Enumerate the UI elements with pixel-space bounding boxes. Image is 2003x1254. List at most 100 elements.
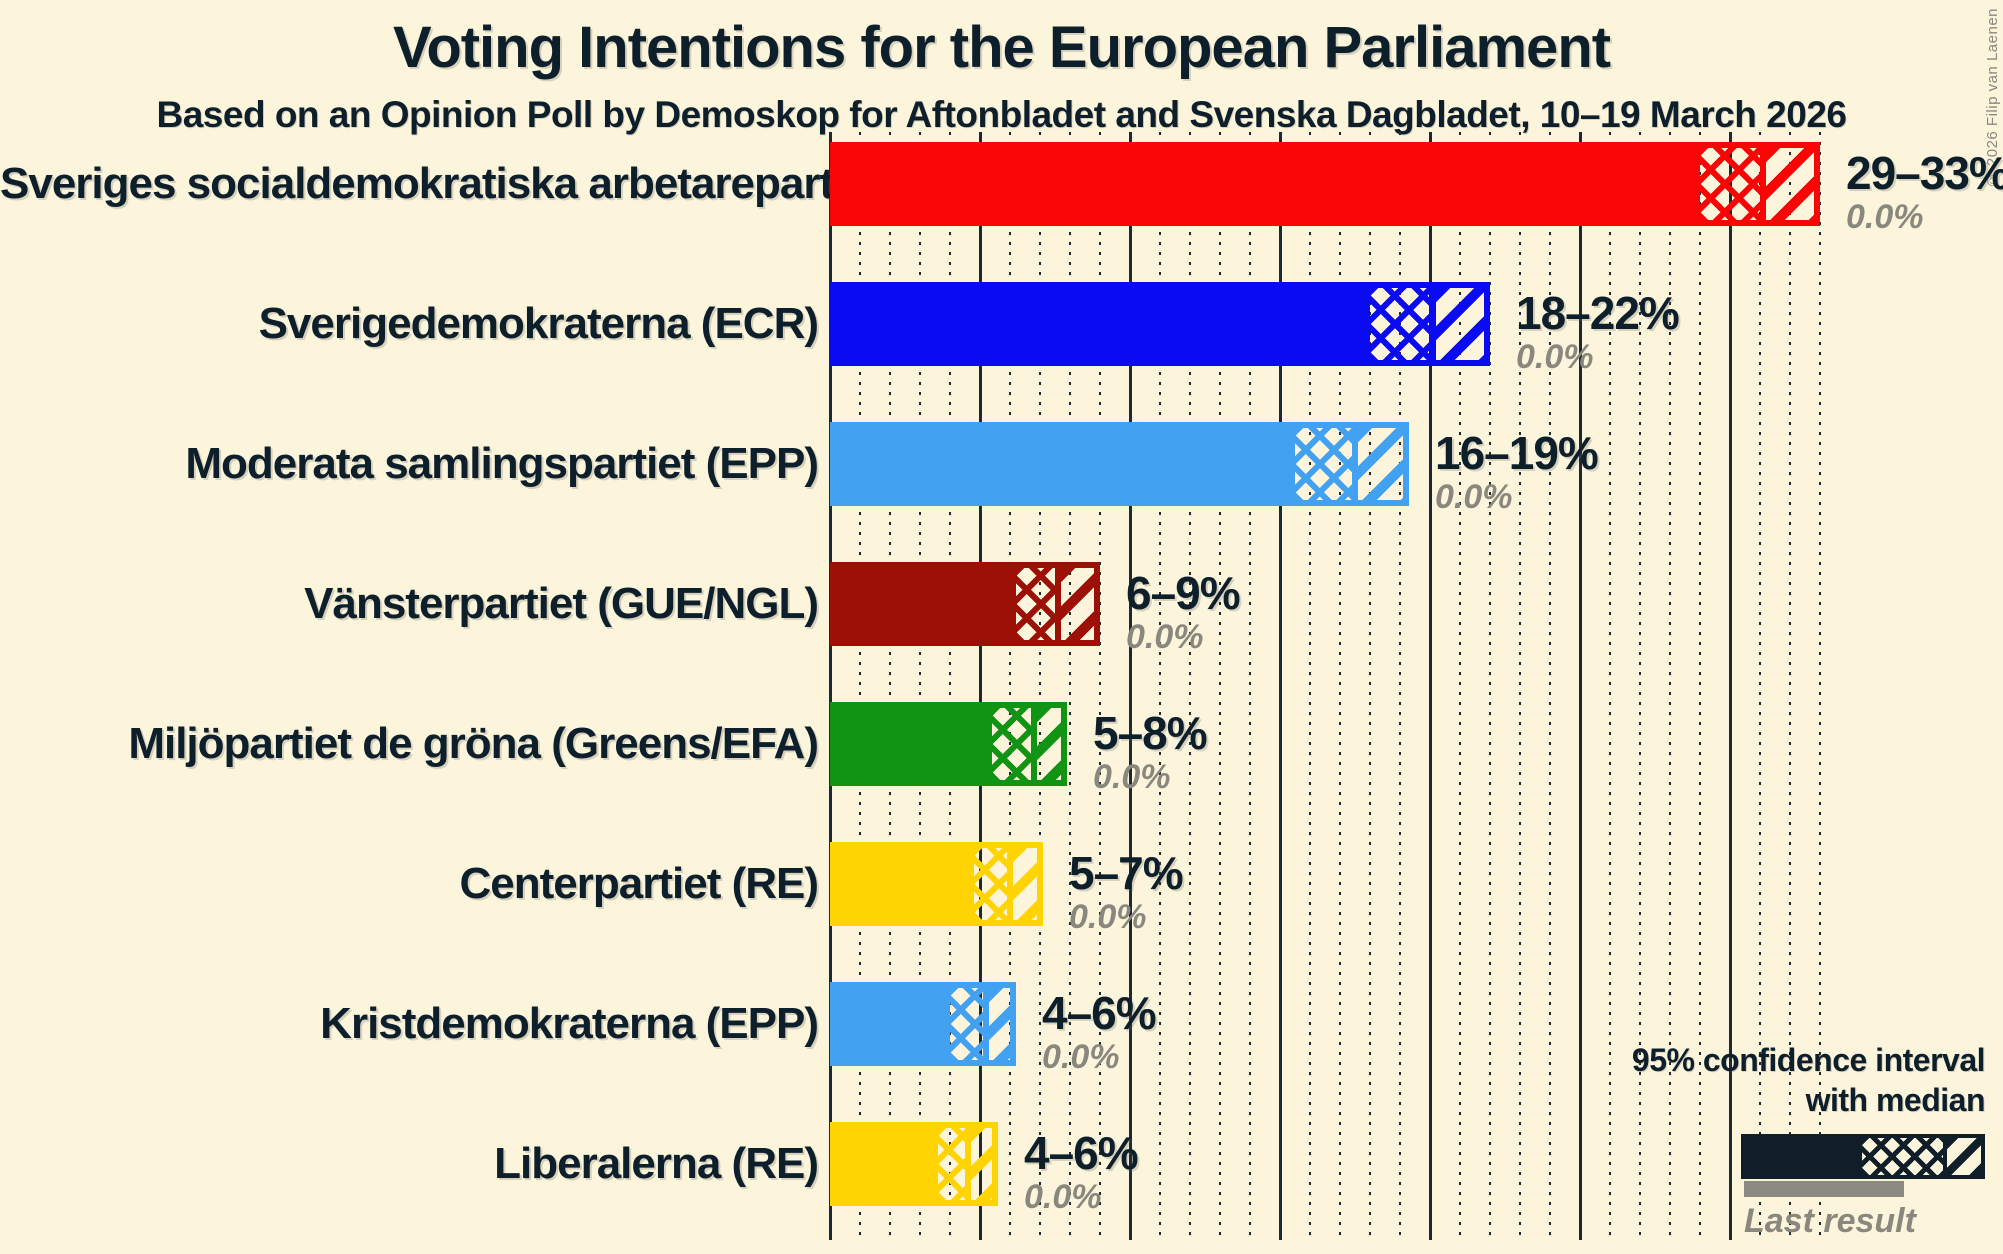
value-block: 6–9% 0.0% [1126, 567, 1241, 656]
value-block: 4–6% 0.0% [1024, 1127, 1139, 1216]
ci-label: 5–7% [1069, 847, 1184, 899]
bar-row: Sveriges socialdemokratiska arbetarepart… [0, 142, 2003, 235]
legend-title-line2: with median [1805, 1082, 1986, 1118]
gridline-minor [1669, 132, 1671, 1240]
bar-diagonal-segment [1352, 422, 1409, 506]
bar-solid-segment [830, 842, 974, 926]
bar-crosshatch-segment [1016, 562, 1055, 646]
gridline-minor [1699, 132, 1701, 1240]
gridline-minor [1069, 132, 1071, 1240]
gridline-minor [1549, 132, 1551, 1240]
legend-diagonal-segment [1943, 1134, 1985, 1179]
bar-solid-segment [830, 422, 1295, 506]
chart-title: Voting Intentions for the European Parli… [392, 15, 1611, 80]
last-result-value: 0.0% [1846, 197, 1924, 236]
bar-crosshatch-segment [938, 1122, 965, 1206]
bar-solid-segment [830, 702, 992, 786]
bar-diagonal-segment [1760, 142, 1820, 226]
bar-row: Kristdemokraterna (EPP) 4–6% 0.0% [0, 982, 2003, 1075]
legend-crosshatch-segment [1862, 1134, 1943, 1179]
ci-label: 6–9% [1126, 567, 1241, 619]
value-block: 4–6% 0.0% [1042, 987, 1157, 1076]
gridline-minor [1099, 132, 1101, 1240]
last-result-value: 0.0% [1042, 1037, 1120, 1076]
bar-diagonal-segment [965, 1122, 998, 1206]
gridline-major [828, 132, 832, 1240]
value-block: 16–19% 0.0% [1435, 427, 1599, 516]
bar [830, 142, 1820, 226]
bar-diagonal-segment [1430, 282, 1490, 366]
bar [830, 282, 1490, 366]
legend-title: 95% confidence interval with median [1631, 1040, 1986, 1120]
bar-row: Centerpartiet (RE) 5–7% 0.0% [0, 842, 2003, 935]
bar-solid-segment [830, 562, 1016, 646]
bar-crosshatch-segment [974, 842, 1007, 926]
party-label: Sverigedemokraterna (ECR) [258, 299, 819, 348]
gridline-minor [1039, 132, 1041, 1240]
party-label: Moderata samlingspartiet (EPP) [185, 439, 819, 488]
ci-label: 29–33% [1846, 147, 2003, 199]
legend-last-result-label: Last result [1744, 1202, 1916, 1240]
bar [830, 1122, 998, 1206]
ci-label: 4–6% [1042, 987, 1157, 1039]
gridline-major [1728, 132, 1732, 1240]
last-result-value: 0.0% [1093, 757, 1171, 796]
gridline-minor [1009, 132, 1011, 1240]
bar-crosshatch-segment [1295, 422, 1352, 506]
bar-row: Moderata samlingspartiet (EPP) 16–19% 0.… [0, 422, 2003, 515]
party-label: Vänsterpartiet (GUE/NGL) [304, 579, 819, 628]
last-result-value: 0.0% [1126, 617, 1204, 656]
bar-diagonal-segment [1055, 562, 1100, 646]
value-block: 18–22% 0.0% [1516, 288, 1680, 376]
gridline-minor [1789, 132, 1791, 1240]
bar-row: Vänsterpartiet (GUE/NGL) 6–9% 0.0% [0, 562, 2003, 655]
gridline-minor [1219, 132, 1221, 1240]
bar [830, 702, 1067, 786]
bar-crosshatch-segment [1700, 142, 1760, 226]
gridline-minor [1309, 132, 1311, 1240]
gridline-major [978, 132, 982, 1240]
gridline-minor [1759, 132, 1761, 1240]
party-label: Liberalerna (RE) [494, 1139, 819, 1188]
gridline-major [1578, 132, 1582, 1240]
bar-diagonal-segment [983, 982, 1016, 1066]
party-label: Centerpartiet (RE) [459, 859, 820, 908]
bar-row: Sverigedemokraterna (ECR) 18–22% 0.0% [0, 282, 2003, 375]
gridline-minor [1369, 132, 1371, 1240]
gridline-minor [949, 132, 951, 1240]
bar-solid-segment [830, 1122, 938, 1206]
ci-label: 4–6% [1024, 1127, 1139, 1179]
gridline-minor [1639, 132, 1641, 1240]
gridline-minor [889, 132, 891, 1240]
bar-row: Miljöpartiet de gröna (Greens/EFA) 5–8% … [0, 702, 2003, 795]
gridline-minor [859, 132, 861, 1240]
last-result-value: 0.0% [1069, 897, 1147, 936]
legend-last-result-bar [1744, 1181, 1904, 1197]
gridline-minor [1819, 132, 1821, 1240]
gridline-minor [1609, 132, 1611, 1240]
legend-title-line1: 95% confidence interval [1631, 1042, 1986, 1078]
ci-label: 16–19% [1435, 427, 1599, 479]
bar-diagonal-segment [1031, 702, 1067, 786]
gridline-minor [1249, 132, 1251, 1240]
bar-solid-segment [830, 142, 1700, 226]
gridline-minor [1489, 132, 1491, 1240]
chart-subtitle: Based on an Opinion Poll by Demoskop for… [156, 94, 1847, 135]
gridline-minor [1459, 132, 1461, 1240]
gridline-minor [919, 132, 921, 1240]
bar-solid-segment [830, 982, 950, 1066]
gridline-minor [1159, 132, 1161, 1240]
value-block: 29–33% 0.0% [1846, 148, 2003, 236]
legend-solid-segment [1741, 1134, 1862, 1179]
gridline-minor [1189, 132, 1191, 1240]
bar-crosshatch-segment [1370, 282, 1430, 366]
bar [830, 422, 1409, 506]
party-label: Miljöpartiet de gröna (Greens/EFA) [128, 719, 819, 768]
value-block: 5–7% 0.0% [1069, 847, 1184, 936]
bar [830, 842, 1043, 926]
bar-crosshatch-segment [992, 702, 1031, 786]
gridline-minor [1399, 132, 1401, 1240]
gridline-major [1128, 132, 1132, 1240]
gridline-major [1278, 132, 1282, 1240]
legend-sample-bar [1741, 1134, 1985, 1179]
